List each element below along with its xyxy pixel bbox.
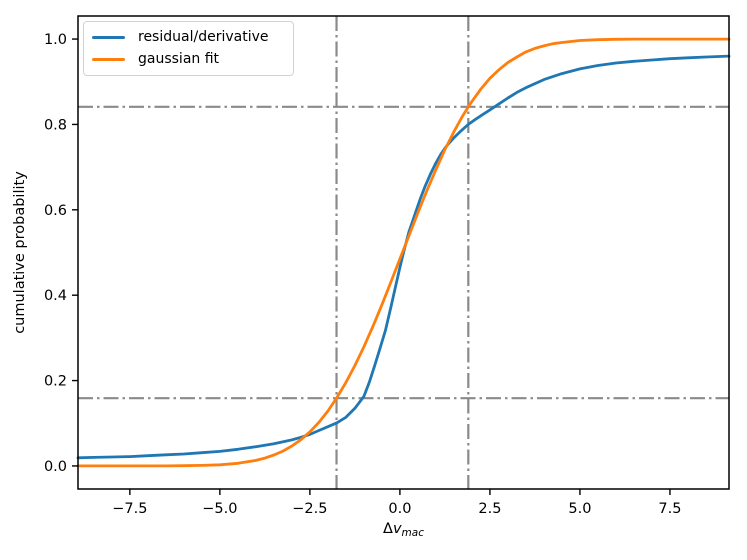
legend-label: residual/derivative <box>138 29 269 46</box>
y-tick-label: 0.4 <box>44 288 67 304</box>
y-tick-label: 0.0 <box>44 459 67 475</box>
x-tick-label: 5.0 <box>568 501 591 517</box>
legend-item-gaussian-fit: gaussian fit <box>92 50 283 67</box>
legend: residual/derivative gaussian fit <box>83 21 294 76</box>
x-tick-label: −2.5 <box>292 501 327 517</box>
y-tick-label: 0.8 <box>44 117 67 133</box>
x-tick-label: −5.0 <box>202 501 237 517</box>
legend-item-residual-derivative: residual/derivative <box>92 29 283 46</box>
legend-line-swatch-blue <box>92 36 125 40</box>
series-line-gaussian-fit <box>76 37 731 468</box>
x-tick-label: 7.5 <box>658 501 681 517</box>
x-tick-label: 2.5 <box>478 501 501 517</box>
x-tick-label: 0.0 <box>388 501 411 517</box>
y-tick-label: 1.0 <box>44 32 67 48</box>
y-axis-label: cumulative probability <box>12 171 28 334</box>
plot-border <box>77 15 730 490</box>
legend-label: gaussian fit <box>138 50 220 67</box>
x-tick-label: −7.5 <box>112 501 147 517</box>
y-tick-label: 0.6 <box>44 203 67 219</box>
y-tick-label: 0.2 <box>44 374 67 390</box>
legend-line-swatch-orange <box>92 57 125 61</box>
x-axis-label: Δvmac <box>383 521 424 539</box>
